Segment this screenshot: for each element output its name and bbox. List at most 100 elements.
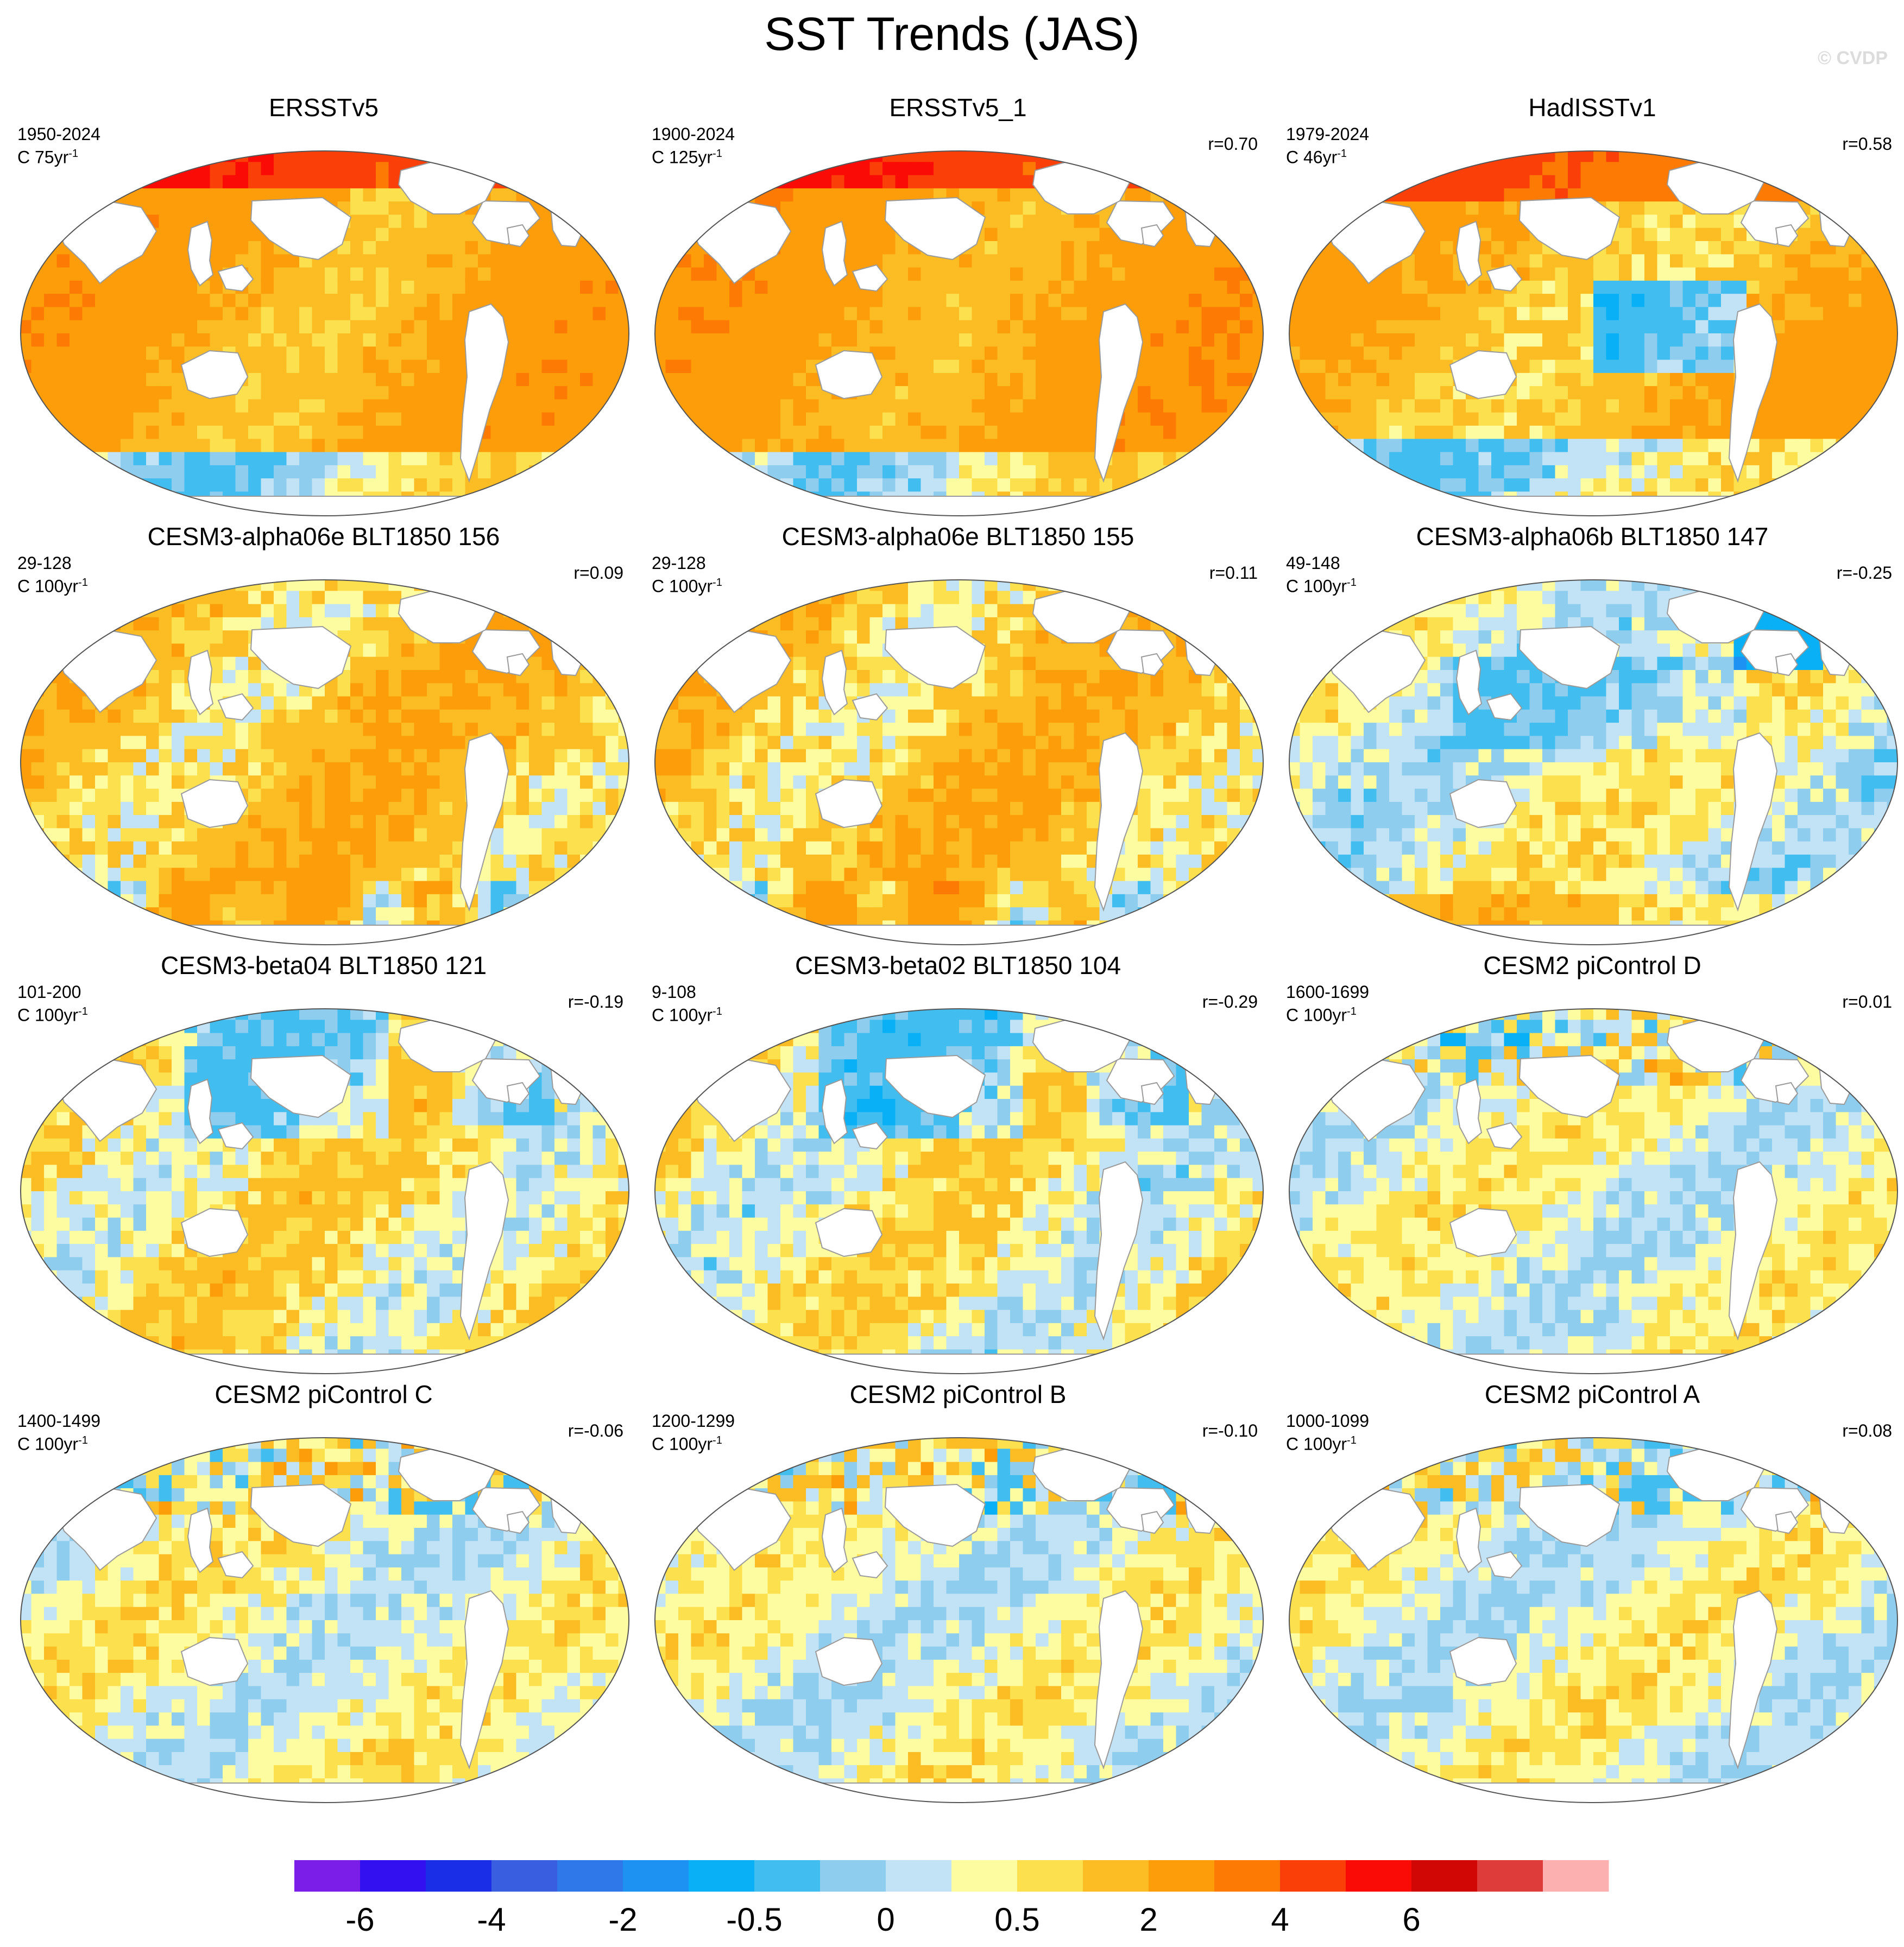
panel-period: 1900-2024 <box>652 124 735 144</box>
sst-trend-map <box>1289 1437 1898 1803</box>
panel-units-exponent: -1 <box>78 1434 88 1446</box>
panel-units: C 100yr-1 <box>652 1430 722 1455</box>
panel-units: C 125yr-1 <box>652 143 722 168</box>
colorbar-swatch <box>1411 1860 1478 1892</box>
colorbar-swatch <box>1346 1860 1412 1892</box>
map-panel: CESM3-alpha06b BLT1850 147 49-148 C 100yr-… <box>1275 521 1904 950</box>
panel-units: C 100yr-1 <box>17 1430 88 1455</box>
panel-units: C 100yr-1 <box>652 1001 722 1026</box>
panel-units-exponent: -1 <box>1347 577 1357 589</box>
panel-units-text: C 75yr <box>17 147 69 167</box>
panel-title: ERSSTv5_1 <box>889 93 1027 122</box>
panel-units: C 46yr-1 <box>1286 143 1347 168</box>
sst-trend-map <box>1289 579 1898 945</box>
panel-units: C 100yr-1 <box>652 572 722 597</box>
panel-units-exponent: -1 <box>1347 1434 1357 1446</box>
panel-correlation: r=-0.06 <box>568 1421 623 1440</box>
colorbar-swatch <box>886 1860 952 1892</box>
panel-period: 9-108 <box>652 982 696 1002</box>
panel-period: 101-200 <box>17 982 81 1002</box>
colorbar-swatch <box>623 1860 689 1892</box>
colorbar-tick-label: -6 <box>345 1901 374 1938</box>
colorbar-tick-label: 0 <box>877 1901 894 1938</box>
panel-units-text: C 100yr <box>1286 1005 1347 1025</box>
panel-units: C 100yr-1 <box>1286 1001 1357 1026</box>
map-panel: CESM2 piControl D 1600-1699 C 100yr-1 r=0.0… <box>1275 950 1904 1379</box>
panel-units-exponent: -1 <box>713 1434 722 1446</box>
colorbar-tick-label: 2 <box>1139 1901 1157 1938</box>
panel-units-text: C 100yr <box>17 576 79 596</box>
colorbar-swatch <box>1017 1860 1083 1892</box>
panel-period: 29-128 <box>17 553 72 573</box>
colorbar-tick-label: 0.5 <box>994 1901 1039 1938</box>
sst-trend-map <box>1289 150 1898 516</box>
map-panel: ERSSTv5 1950-2024 C 75yr-1 <box>7 92 641 521</box>
panel-period: 29-128 <box>652 553 706 573</box>
colorbar-swatch <box>1149 1860 1215 1892</box>
colorbar-swatch <box>951 1860 1018 1892</box>
figure-title: SST Trends (JAS) <box>764 8 1140 60</box>
panel-units-exponent: -1 <box>68 148 79 160</box>
map-panel: ERSSTv5_1 1900-2024 C 125yr-1 r=0.70 <box>641 92 1275 521</box>
sst-trend-map <box>654 150 1264 516</box>
colorbar-tick-label: 4 <box>1271 1901 1289 1938</box>
panel-units-text: C 100yr <box>652 1005 713 1025</box>
sst-trend-map <box>654 1008 1264 1374</box>
sst-trend-map <box>654 1437 1264 1803</box>
panel-title: CESM3-beta04 BLT1850 121 <box>160 951 487 979</box>
map-panel: CESM3-beta04 BLT1850 121 101-200 C 100yr-1… <box>7 950 641 1379</box>
colorbar-swatch <box>360 1860 426 1892</box>
panel-units-text: C 100yr <box>652 1434 713 1454</box>
panel-period: 49-148 <box>1286 553 1340 573</box>
panel-correlation: r=-0.19 <box>568 992 623 1012</box>
panel-units-exponent: -1 <box>713 1006 722 1017</box>
colorbar-swatch <box>689 1860 755 1892</box>
panel-correlation: r=-0.10 <box>1202 1421 1258 1440</box>
panel-title: CESM2 piControl B <box>849 1380 1067 1408</box>
panel-units-text: C 100yr <box>1286 576 1347 596</box>
panel-units-text: C 46yr <box>1286 147 1338 167</box>
cvdp-watermark: © CVDP <box>1818 48 1888 68</box>
map-panel: CESM3-alpha06e BLT1850 155 29-128 C 100yr-… <box>641 521 1275 950</box>
panel-units-exponent: -1 <box>1347 1006 1357 1017</box>
panel-title: CESM2 piControl A <box>1484 1380 1700 1408</box>
colorbar-swatch <box>1477 1860 1543 1892</box>
panel-title: HadISSTv1 <box>1528 93 1656 122</box>
panel-correlation: r=0.58 <box>1842 134 1892 154</box>
panel-period: 1200-1299 <box>652 1411 735 1431</box>
panel-units-exponent: -1 <box>78 577 88 589</box>
map-panel: CESM2 piControl C 1400-1499 C 100yr-1 r=-0.… <box>7 1379 641 1808</box>
colorbar-swatch <box>1083 1860 1149 1892</box>
colorbar-swatch <box>1543 1860 1609 1892</box>
sst-trend-map <box>20 579 629 945</box>
panel-units: C 100yr-1 <box>17 1001 88 1026</box>
panel-period: 1600-1699 <box>1286 982 1370 1002</box>
map-panel: CESM2 piControl A 1000-1099 C 100yr-1 r=0.0… <box>1275 1379 1904 1808</box>
panel-correlation: r=0.70 <box>1208 134 1258 154</box>
panel-title: CESM3-alpha06b BLT1850 147 <box>1416 522 1769 551</box>
panel-title: CESM3-alpha06e BLT1850 155 <box>781 522 1134 551</box>
panel-correlation: r=-0.29 <box>1202 992 1258 1012</box>
sst-trend-map <box>20 1008 629 1374</box>
panel-units-exponent: -1 <box>713 148 722 160</box>
panel-units: C 100yr-1 <box>1286 572 1357 597</box>
panel-units-text: C 100yr <box>1286 1434 1347 1454</box>
colorbar-swatch <box>1280 1860 1346 1892</box>
sst-trend-map <box>1289 1008 1898 1374</box>
panel-title: CESM2 piControl D <box>1483 951 1701 979</box>
panel-period: 1400-1499 <box>17 1411 101 1431</box>
panel-correlation: r=0.11 <box>1209 563 1258 583</box>
panel-units-text: C 100yr <box>652 576 713 596</box>
colorbar-tick-label: -4 <box>477 1901 506 1938</box>
panel-units-text: C 100yr <box>17 1434 79 1454</box>
panel-title: CESM3-alpha06e BLT1850 156 <box>147 522 500 551</box>
sst-trend-map <box>20 1437 629 1803</box>
colorbar-tick-label: 6 <box>1402 1901 1420 1938</box>
panel-units-text: C 125yr <box>652 147 713 167</box>
panel-units-exponent: -1 <box>713 577 722 589</box>
panel-correlation: r=-0.25 <box>1836 563 1892 583</box>
map-panel: HadISSTv1 1979-2024 C 46yr-1 r=0.58 <box>1275 92 1904 521</box>
panel-units: C 100yr-1 <box>17 572 88 597</box>
panel-units: C 75yr-1 <box>17 143 78 168</box>
panel-units-exponent: -1 <box>78 1006 88 1017</box>
